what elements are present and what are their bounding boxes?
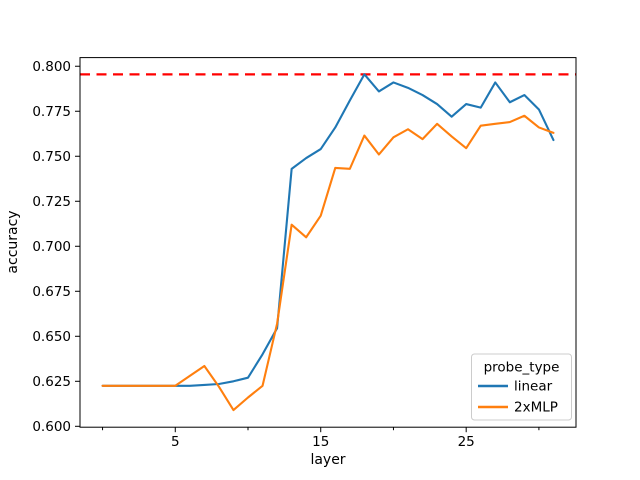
legend-item-2xmlp: 2xMLP — [478, 400, 558, 416]
axes-spines — [79, 57, 577, 428]
y-tick-label: 0.725 — [32, 194, 71, 210]
y-axis-label: accuracy — [5, 210, 21, 273]
y-tick-label: 0.775 — [32, 104, 71, 120]
x-tick-label: 25 — [458, 434, 475, 450]
legend-label-2xmlp: 2xMLP — [514, 400, 558, 416]
legend-item-linear: linear — [478, 379, 553, 395]
y-tick-label: 0.675 — [32, 284, 71, 300]
y-tick-label: 0.800 — [32, 59, 71, 75]
y-tick-label: 0.750 — [32, 149, 71, 165]
legend-label-linear: linear — [514, 379, 553, 395]
legend: probe_type linear 2xMLP — [471, 353, 572, 421]
plot-area: 5 15 25 0.600 0.625 0.650 0.675 0.700 0.725 0.750… — [32, 57, 577, 450]
series-line-linear — [101, 73, 555, 387]
legend-title: probe_type — [484, 360, 560, 376]
y-tick-label: 0.650 — [32, 329, 71, 345]
x-tick-label: 5 — [171, 434, 180, 450]
y-tick-label: 0.700 — [32, 239, 71, 255]
series-line-2xMLP — [101, 114, 555, 412]
x-axis-label: layer — [310, 452, 345, 468]
legend-box — [471, 353, 572, 421]
y-tick-label: 0.600 — [32, 419, 71, 435]
y-tick-label: 0.625 — [32, 374, 71, 390]
x-tick-label: 15 — [312, 434, 329, 450]
